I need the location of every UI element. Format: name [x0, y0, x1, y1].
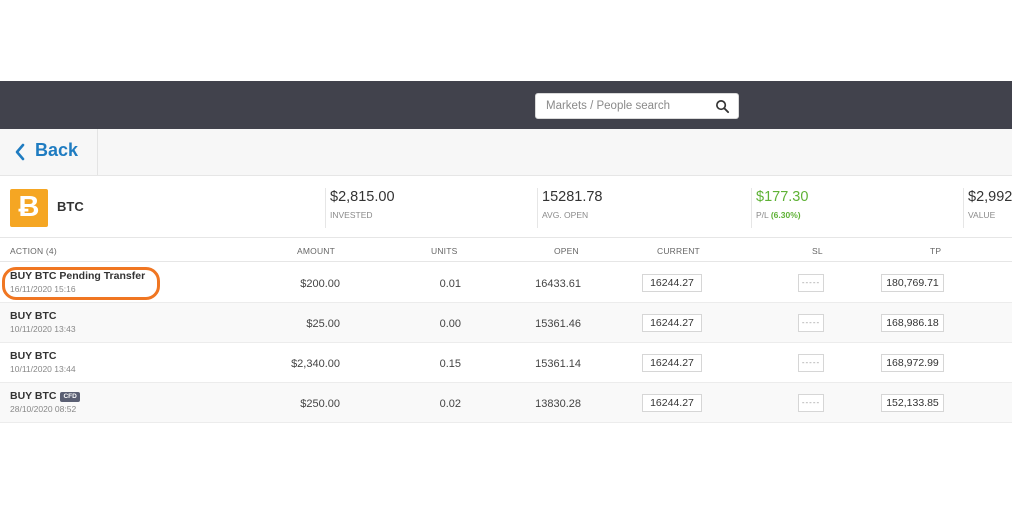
position-title: BUY BTC: [10, 350, 57, 362]
position-amount: $2,340.00: [291, 358, 340, 370]
position-title: BUY BTC Pending Transfer: [10, 270, 146, 282]
position-units: 0.15: [439, 358, 461, 370]
table-row[interactable]: BUY BTC 10/11/2020 13:44 $2,340.00 0.15 …: [0, 343, 1012, 383]
position-amount: $200.00: [300, 278, 340, 290]
col-current: CURRENT: [657, 246, 700, 256]
position-date: 10/11/2020 13:44: [10, 364, 76, 374]
avg-open-value: 15281.78: [542, 189, 603, 205]
table-row[interactable]: BUY BTC 10/11/2020 13:43 $25.00 0.00 153…: [0, 303, 1012, 343]
stop-loss-button[interactable]: -----: [798, 354, 824, 372]
col-amount: AMOUNT: [297, 246, 336, 256]
invested-value: $2,815.00: [330, 189, 395, 205]
search-box[interactable]: [535, 93, 739, 119]
position-units: 0.01: [439, 278, 461, 290]
profit-loss-label-line: P/L (6.30%): [756, 209, 808, 221]
table-header: ACTION (4) AMOUNT UNITS OPEN CURRENT SL …: [0, 238, 1012, 262]
top-bar: [0, 81, 1012, 129]
bitcoin-glyph: Ƀ: [18, 191, 40, 223]
position-date: 10/11/2020 13:43: [10, 324, 76, 334]
position-title-line: BUY BTC CFD: [10, 390, 80, 402]
position-date: 16/11/2020 15:16: [10, 284, 76, 294]
position-open: 15361.46: [535, 318, 581, 330]
instrument-summary: Ƀ BTC $2,815.00 INVESTED 15281.78 AVG. O…: [0, 176, 1012, 238]
table-row[interactable]: BUY BTC Pending Transfer 16/11/2020 15:1…: [0, 263, 1012, 303]
position-date: 28/10/2020 08:52: [10, 404, 77, 414]
total-value: $2,992.: [968, 189, 1012, 205]
position-amount: $250.00: [300, 398, 340, 410]
take-profit-button[interactable]: 168,986.18: [881, 314, 944, 332]
col-sl: SL: [812, 246, 823, 256]
take-profit-button[interactable]: 180,769.71: [881, 274, 944, 292]
position-open: 15361.14: [535, 358, 581, 370]
avg-open-label: AVG. OPEN: [542, 210, 589, 220]
instrument-name: BTC: [57, 199, 84, 214]
bitcoin-icon: Ƀ: [10, 189, 48, 227]
stop-loss-button[interactable]: -----: [798, 274, 824, 292]
profit-loss-value: $177.30: [756, 189, 809, 205]
invested-stat: $2,815.00 INVESTED: [325, 188, 395, 228]
take-profit-button[interactable]: 152,133.85: [881, 394, 944, 412]
position-open: 13830.28: [535, 398, 581, 410]
search-icon[interactable]: [715, 99, 730, 114]
profit-loss-percent: (6.30%): [770, 210, 801, 220]
position-current: 16244.27: [642, 274, 702, 292]
total-value-label: VALUE: [968, 210, 996, 220]
col-units: UNITS: [431, 246, 458, 256]
profit-loss-stat: $177.30 P/L (6.30%): [751, 188, 808, 228]
position-title: BUY BTC: [10, 310, 57, 322]
position-current: 16244.27: [642, 314, 702, 332]
portfolio-screen: Back Ƀ BTC $2,815.00 INVESTED 15281.78 A…: [0, 81, 1012, 426]
search-input[interactable]: [536, 94, 722, 118]
position-title: BUY BTC: [10, 390, 57, 402]
take-profit-button[interactable]: 168,972.99: [881, 354, 944, 372]
back-button[interactable]: Back: [0, 129, 98, 175]
position-units: 0.00: [439, 318, 461, 330]
position-current: 16244.27: [642, 354, 702, 372]
avg-open-stat: 15281.78 AVG. OPEN: [537, 188, 602, 228]
col-open: OPEN: [554, 246, 579, 256]
col-tp: TP: [930, 246, 942, 256]
position-current: 16244.27: [642, 394, 702, 412]
cfd-badge: CFD: [60, 392, 80, 402]
navigation-bar: Back: [0, 129, 1012, 176]
table-row[interactable]: BUY BTC CFD 28/10/2020 08:52 $250.00 0.02…: [0, 383, 1012, 423]
position-amount: $25.00: [306, 318, 340, 330]
position-units: 0.02: [439, 398, 461, 410]
back-label: Back: [35, 140, 79, 160]
stop-loss-button[interactable]: -----: [798, 314, 824, 332]
value-stat: $2,992. VALUE: [963, 188, 1012, 228]
position-open: 16433.61: [535, 278, 581, 290]
invested-label: INVESTED: [330, 210, 373, 220]
col-action: ACTION (4): [10, 246, 57, 256]
stop-loss-button[interactable]: -----: [798, 394, 824, 412]
profit-loss-label: P/L: [756, 210, 769, 220]
chevron-left-icon: [15, 143, 25, 161]
